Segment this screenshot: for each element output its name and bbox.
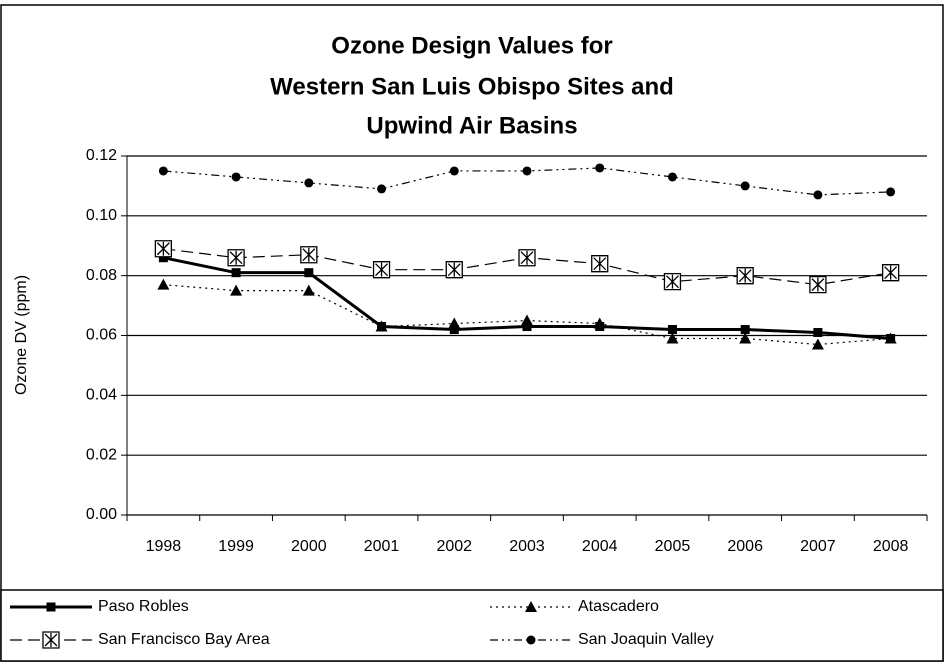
marker (227, 249, 245, 267)
marker (46, 602, 56, 612)
x-tick-label: 2001 (364, 538, 400, 555)
marker (736, 267, 754, 285)
y-tick-label: 0.10 (86, 207, 117, 224)
marker (522, 322, 532, 332)
y-tick-label: 0.04 (86, 387, 117, 404)
legend-label: Atascadero (578, 598, 659, 615)
marker (449, 166, 459, 176)
marker (231, 172, 241, 182)
marker (521, 314, 533, 326)
x-tick-label: 2005 (655, 538, 691, 555)
x-tick-label: 2007 (800, 538, 836, 555)
y-tick-label: 0.06 (86, 327, 117, 344)
marker (813, 190, 823, 200)
marker (448, 317, 461, 329)
marker (304, 178, 314, 188)
marker (300, 246, 318, 264)
legend-label: Paso Robles (98, 598, 189, 615)
marker (304, 268, 314, 278)
marker (667, 172, 677, 182)
y-tick-label: 0.00 (86, 506, 117, 523)
marker (154, 240, 173, 258)
y-tick-label: 0.08 (86, 267, 117, 284)
marker (375, 320, 388, 332)
marker (886, 187, 896, 197)
legend-label: San Joaquin Valley (578, 631, 714, 648)
marker (740, 181, 750, 191)
x-tick-label: 2002 (436, 538, 472, 555)
marker (740, 325, 750, 335)
marker (811, 338, 824, 350)
marker (593, 317, 606, 329)
marker (157, 278, 170, 290)
marker (813, 328, 823, 338)
y-tick-label: 0.02 (86, 446, 117, 463)
marker (739, 332, 752, 344)
chart-border (0, 4, 944, 662)
x-tick-label: 2000 (291, 538, 327, 555)
marker (445, 261, 463, 279)
marker (522, 166, 532, 176)
marker (518, 249, 536, 267)
marker (591, 255, 609, 273)
marker (526, 635, 536, 645)
marker (884, 332, 897, 344)
x-tick-label: 2006 (727, 538, 763, 555)
legend-label: San Francisco Bay Area (98, 631, 270, 648)
chart-title: Western San Luis Obispo Sites and (270, 73, 674, 100)
marker (377, 184, 387, 194)
x-tick-label: 2008 (873, 538, 909, 555)
marker (881, 264, 900, 282)
chart-title: Ozone Design Values for (331, 32, 612, 59)
marker (372, 261, 391, 279)
marker (663, 273, 682, 291)
y-axis-title: Ozone DV (ppm) (13, 275, 30, 395)
x-tick-label: 1998 (146, 538, 182, 555)
marker (302, 284, 315, 296)
legend-box (0, 589, 944, 662)
marker (809, 275, 827, 294)
marker (230, 284, 243, 296)
marker (158, 253, 168, 263)
marker (666, 332, 679, 344)
x-tick-label: 2004 (582, 538, 618, 555)
marker (525, 601, 537, 612)
marker (158, 166, 168, 176)
marker (449, 325, 459, 335)
marker (595, 163, 605, 173)
chart-title: Upwind Air Basins (366, 112, 577, 139)
x-tick-label: 2003 (509, 538, 545, 555)
x-tick-label: 1999 (218, 538, 254, 555)
marker (42, 631, 60, 649)
marker (231, 268, 241, 278)
marker (667, 325, 677, 335)
y-tick-label: 0.12 (86, 147, 117, 164)
